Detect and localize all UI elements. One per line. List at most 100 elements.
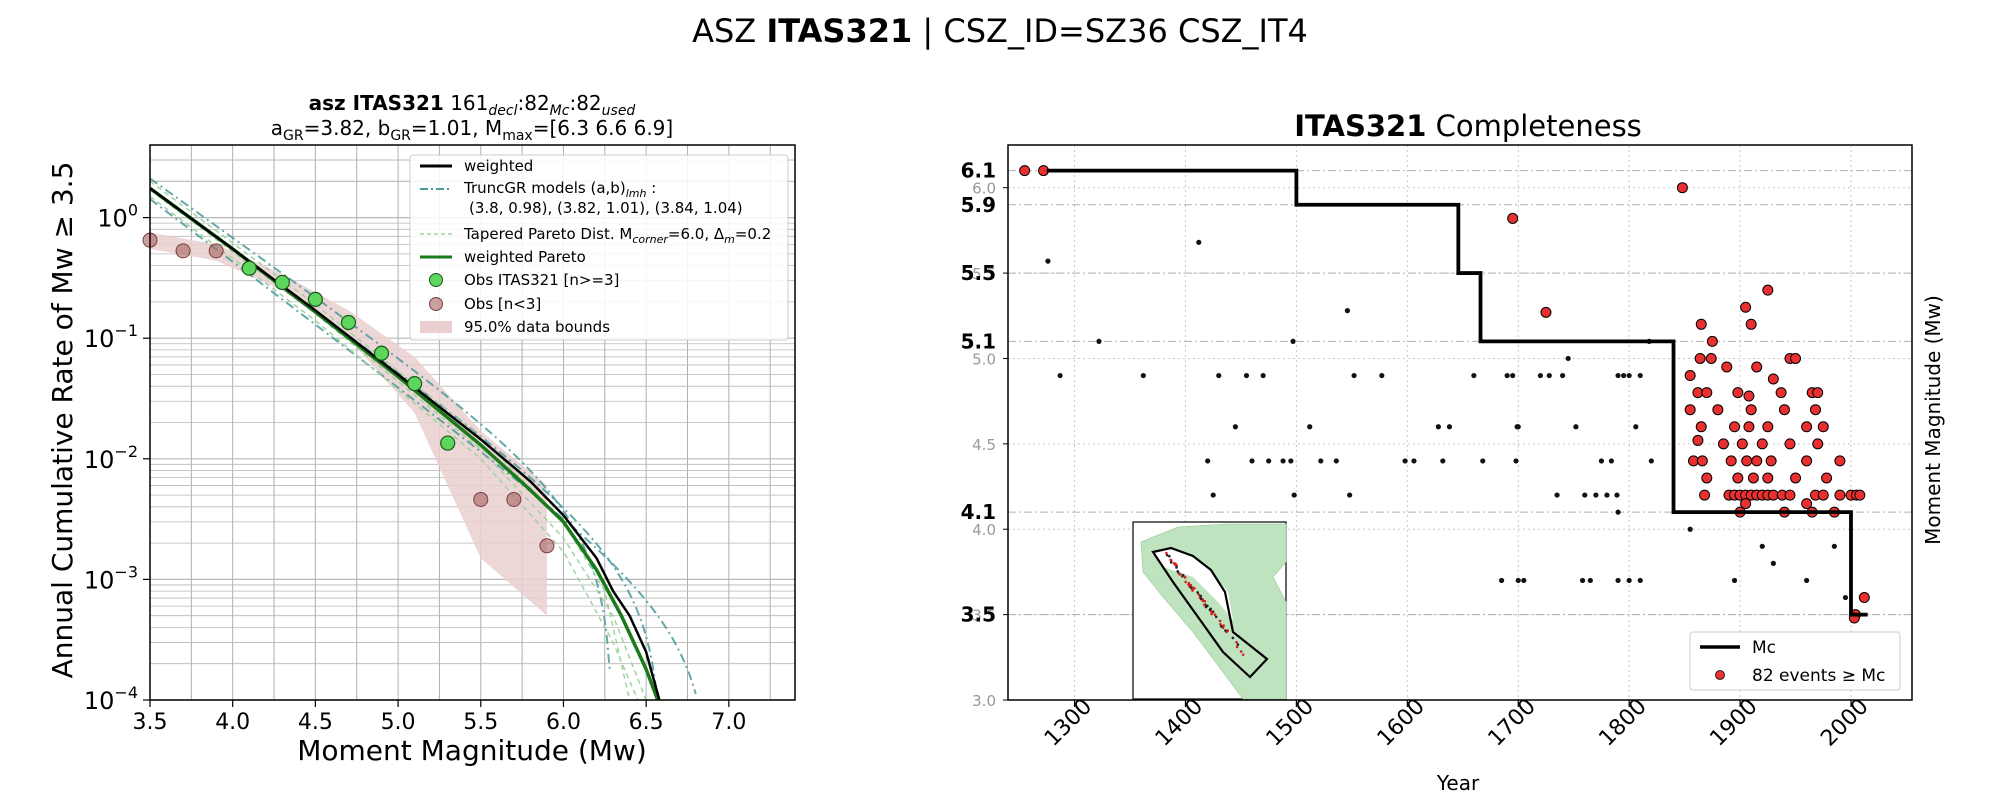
event-above-mc: [1762, 284, 1774, 296]
right-y-minor-tick-label: 5.0: [972, 350, 996, 368]
data-bounds-area: [150, 232, 547, 616]
event-above-mc: [1809, 404, 1821, 416]
inset-event-dot: [1179, 572, 1182, 576]
event-above-mc: [1778, 404, 1790, 416]
event-above-mc: [1784, 438, 1796, 450]
right-y-minor-tick-label: 4.5: [972, 436, 996, 454]
event-below-mc: [1196, 239, 1202, 245]
event-below-mc: [1731, 577, 1738, 584]
event-above-mc: [1692, 434, 1704, 446]
left-y-tick-label: 100: [97, 201, 138, 233]
event-below-mc: [1759, 543, 1765, 549]
truncgr-curve: [149, 187, 658, 689]
legend-label-pareto: Tapered Pareto Dist. Mcorner=6.0, Δm=0.2: [463, 225, 771, 246]
left-x-tick-label: 5.0: [381, 710, 416, 735]
event-below-mc: [1615, 372, 1621, 379]
legend-marker-obs-few: [429, 297, 443, 311]
event-below-mc: [1633, 424, 1639, 430]
event-below-mc: [1351, 372, 1357, 379]
event-below-mc: [1232, 424, 1238, 430]
event-above-mc: [1695, 421, 1707, 433]
right-x-tick-label: 1300: [1040, 694, 1097, 751]
event-below-mc: [1637, 577, 1643, 584]
event-above-mc: [1706, 335, 1718, 347]
right-legend-box: [1689, 631, 1901, 691]
left-x-tick-label: 3.5: [133, 710, 168, 735]
inset-event-dot: [1165, 553, 1169, 557]
pareto-curve: [149, 195, 639, 701]
event-below-mc: [1770, 560, 1776, 566]
event-below-mc: [1446, 424, 1453, 430]
inset-event-dot: [1219, 623, 1222, 626]
right-x-tick-label: 1500: [1262, 694, 1319, 751]
inset-event-dot: [1189, 586, 1193, 589]
event-above-mc: [1684, 404, 1696, 416]
right-y-minor-tick-label: 3.0: [972, 692, 996, 710]
left-y-tick-label: 10−3: [84, 562, 138, 594]
right-x-tick-label: 2000: [1816, 694, 1873, 751]
legend-label-obs-used: Obs ITAS321 [n>=3]: [464, 271, 619, 289]
inset-event-dot: [1197, 593, 1201, 596]
event-below-mc: [1045, 258, 1051, 264]
right-legend: Mc 82 events ≥ Mc: [1689, 631, 1901, 691]
event-below-mc: [1333, 458, 1339, 464]
event-below-mc: [1598, 458, 1605, 464]
right-plot-frame: [1007, 144, 1913, 701]
event-above-mc: [1812, 438, 1824, 450]
right-y-major-tick-label: 5.5: [961, 261, 996, 285]
event-below-mc: [1608, 458, 1615, 464]
inset-event-dot: [1218, 619, 1222, 623]
event-below-mc: [1347, 492, 1353, 498]
event-above-mc: [1812, 387, 1824, 399]
right-y-major-tick-label: 6.1: [961, 159, 996, 183]
left-x-axis-label: Moment Magnitude (Mw): [297, 734, 647, 767]
event-above-mc: [1743, 390, 1755, 402]
event-below-mc: [1614, 492, 1620, 498]
obs-used-point: [307, 291, 323, 307]
inset-event-dot: [1241, 653, 1245, 656]
event-above-mc: [1684, 370, 1696, 382]
inset-event-dot: [1196, 591, 1199, 594]
event-above-mc: [1762, 472, 1774, 484]
event-below-mc: [1554, 492, 1560, 498]
legend-label-truncgr-values: (3.8, 0.98), (3.82, 1.01), (3.84, 1.04): [469, 199, 743, 217]
event-above-mc: [1699, 489, 1711, 501]
event-above-mc: [1801, 455, 1813, 467]
left-chart-title-line1: asz ITAS321 161decl:82Mc:82used: [309, 91, 636, 119]
inset-event-dot: [1181, 573, 1185, 577]
event-above-mc: [1717, 438, 1729, 450]
inset-event-dot: [1236, 643, 1240, 646]
event-below-mc: [1565, 355, 1571, 362]
event-above-mc: [1756, 438, 1768, 450]
inset-event-dot: [1222, 624, 1225, 627]
left-legend-box: [409, 154, 789, 341]
obs-used-point: [241, 260, 257, 276]
inset-event-dot: [1235, 640, 1238, 644]
event-above-mc: [1751, 361, 1763, 373]
event-below-mc: [1515, 577, 1521, 584]
event-above-mc: [1705, 352, 1717, 364]
event-below-mc: [1626, 372, 1632, 379]
event-above-mc: [1732, 387, 1744, 399]
inset-event-dot: [1193, 586, 1196, 590]
event-below-mc: [1411, 458, 1417, 464]
event-below-mc: [1615, 509, 1621, 515]
inset-event-dot: [1170, 559, 1173, 562]
inset-sea: [1151, 548, 1233, 620]
event-above-mc: [1834, 455, 1846, 467]
inset-event-dot: [1231, 636, 1235, 640]
right-y-minor-tick-label: 5.5: [972, 265, 996, 283]
inset-event-dot: [1202, 603, 1206, 607]
right-y-major-tick-label: 5.1: [961, 329, 996, 353]
right-chart: ITAS321 Completeness 1300 1400 1500 1600 170…: [961, 109, 1945, 795]
right-x-tick-label: 1400: [1151, 694, 1208, 751]
event-above-mc: [1694, 352, 1706, 364]
obs-used-point: [373, 345, 390, 361]
event-below-mc: [1288, 458, 1294, 464]
event-above-mc: [1740, 301, 1752, 313]
event-below-mc: [1621, 372, 1627, 379]
inset-event-dot: [1210, 612, 1213, 616]
event-above-mc: [1732, 472, 1744, 484]
event-above-mc: [1834, 489, 1846, 501]
left-y-tick-label: 10−1: [84, 321, 138, 353]
